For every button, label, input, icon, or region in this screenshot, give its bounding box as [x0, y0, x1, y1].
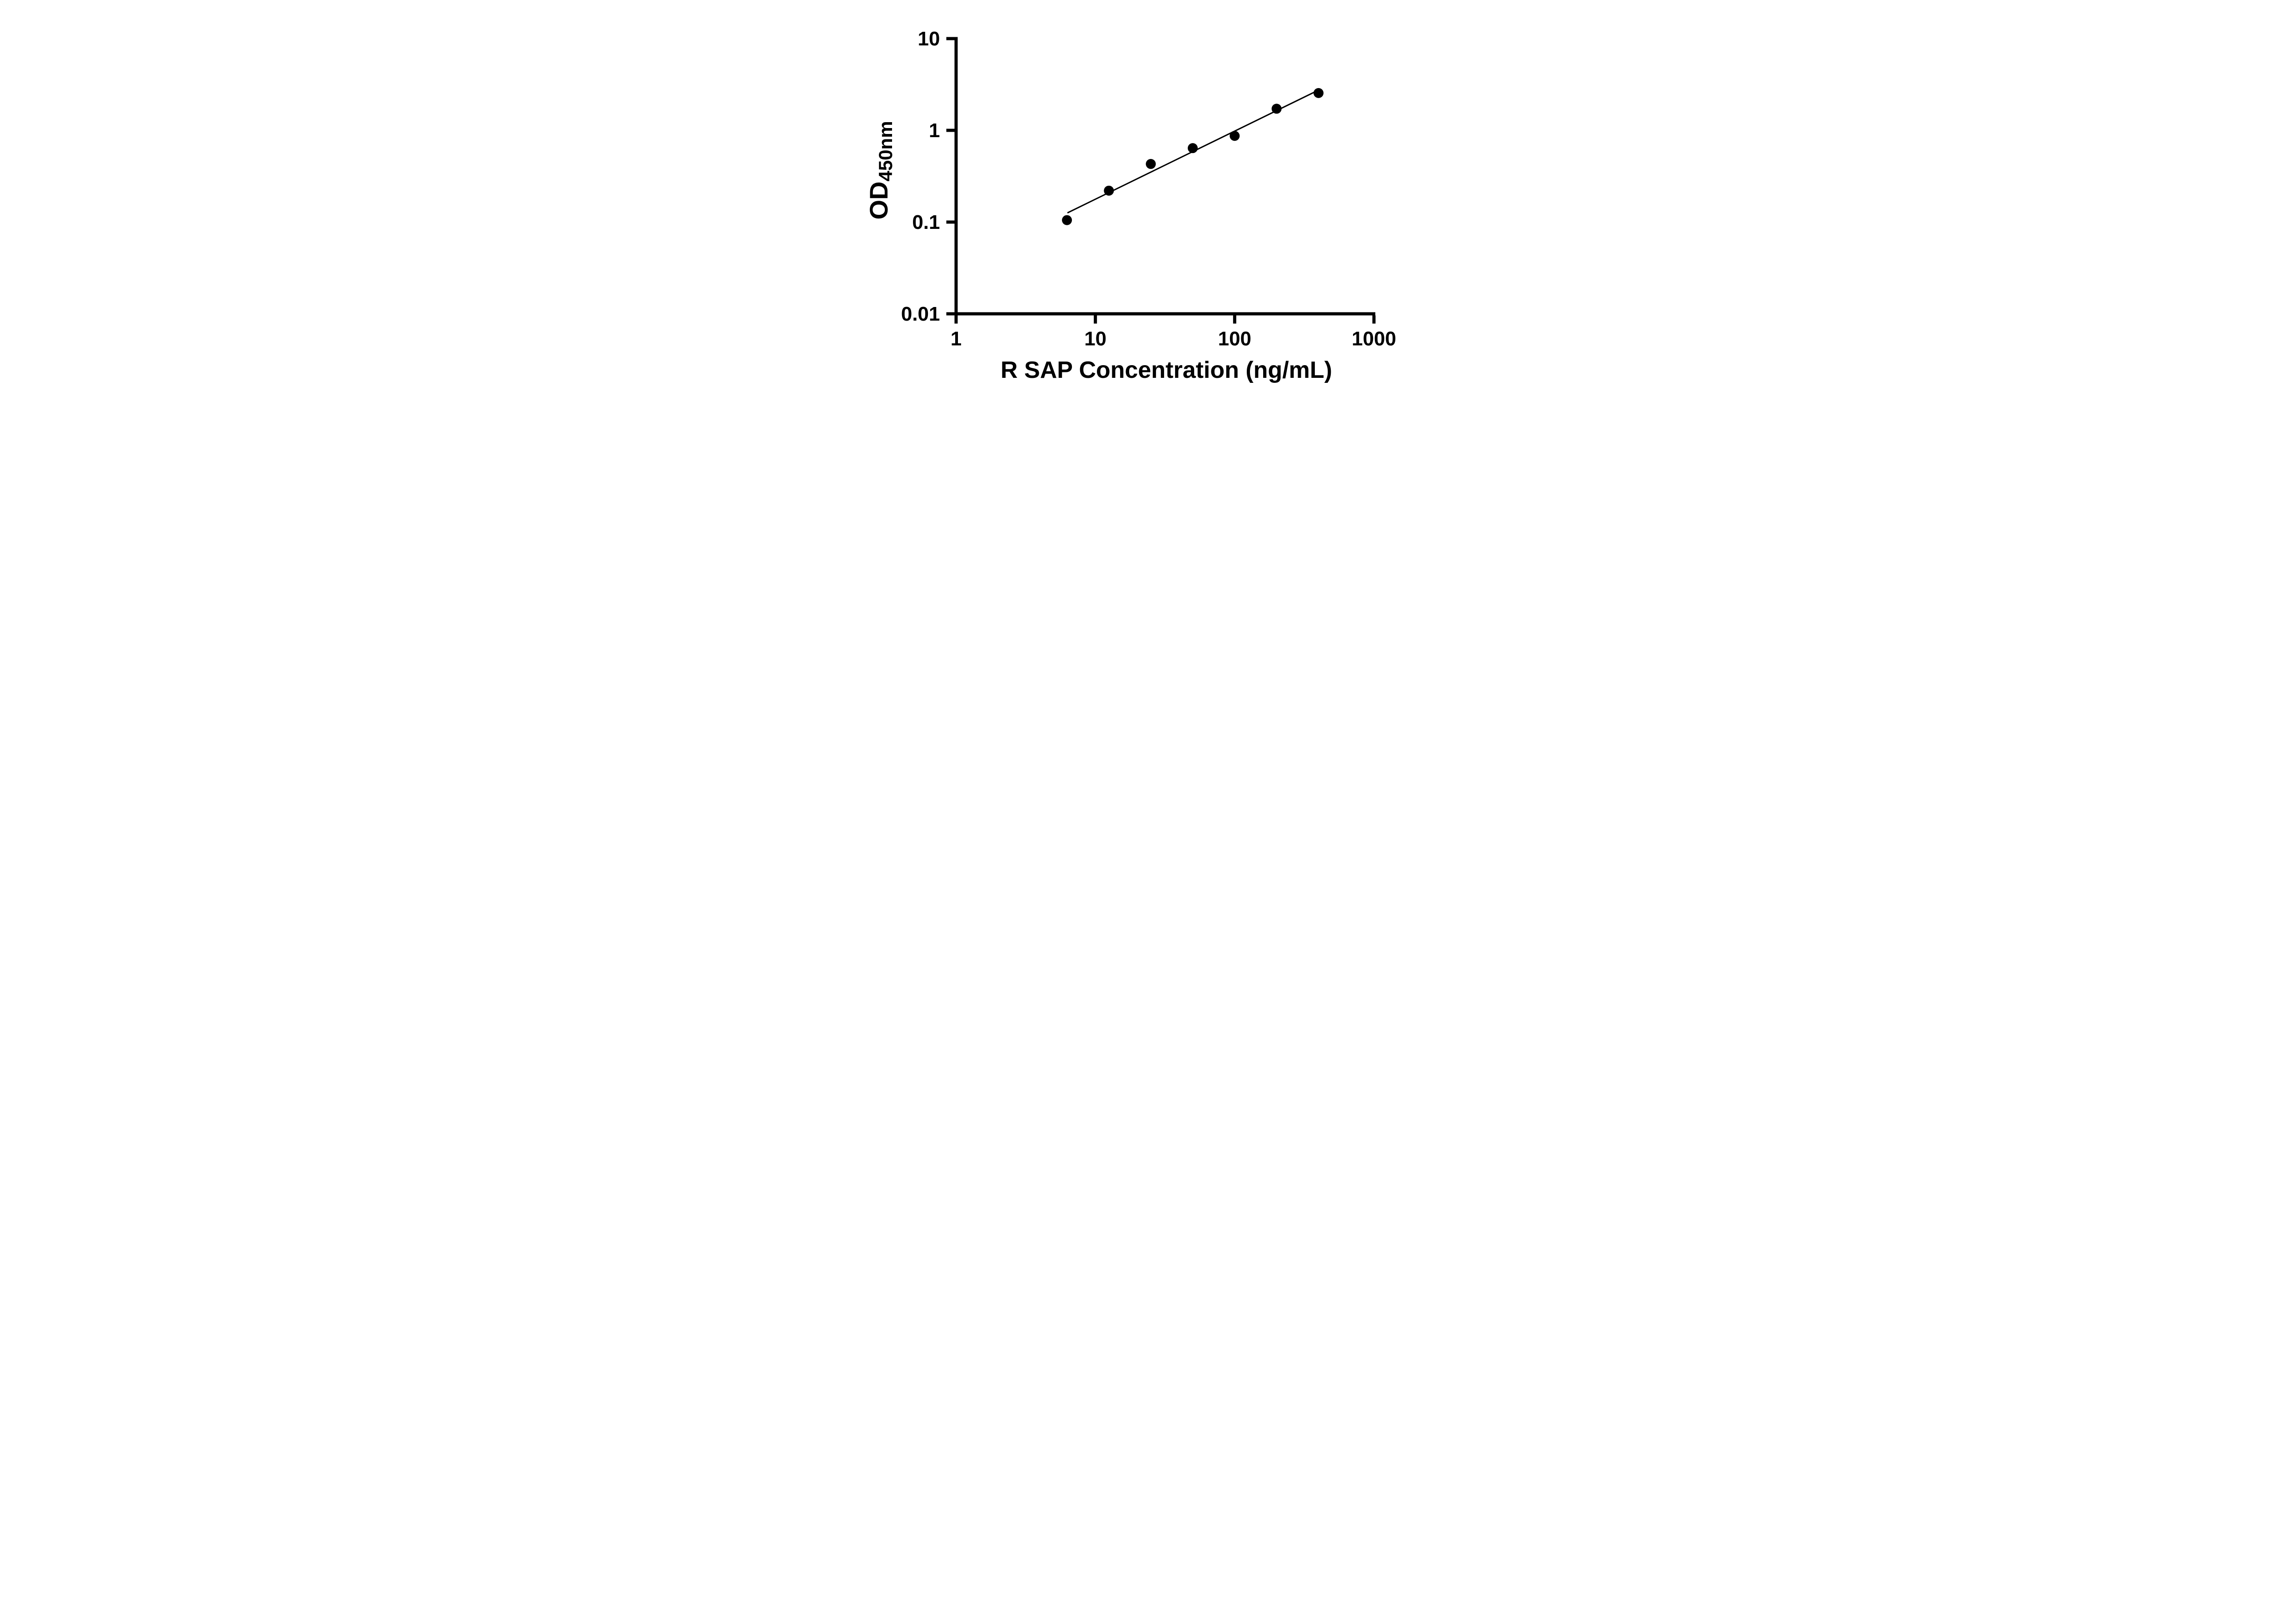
x-axis-ticks: 1 10 100 1000: [950, 315, 1396, 350]
data-point: [1061, 215, 1072, 225]
x-tick-label: 100: [1218, 328, 1251, 350]
data-point: [1103, 185, 1114, 196]
y-axis-ticks: 0.01 0.1 1 10: [901, 28, 954, 325]
chart-svg: 0.01 0.1 1 10 1 10 100 1000 R SAP Concentratio…: [864, 28, 1396, 383]
data-point: [1229, 131, 1240, 141]
x-tick-label: 1: [950, 328, 961, 350]
x-tick-label: 1000: [1352, 328, 1396, 350]
y-axis-title-main: OD: [864, 182, 893, 220]
x-axis-title: R SAP Concentration (ng/mL): [1001, 357, 1332, 383]
elisa-standard-curve-figure: 0.01 0.1 1 10 1 10 100 1000 R SAP Concentratio…: [843, 0, 1428, 406]
data-point: [1313, 88, 1324, 98]
data-point: [1187, 143, 1198, 153]
data-point: [1145, 159, 1156, 169]
data-points: [1061, 88, 1324, 225]
x-tick-label: 10: [1084, 328, 1106, 350]
y-tick-label: 0.1: [912, 211, 940, 233]
y-tick-label: 10: [917, 28, 940, 50]
y-tick-label: 1: [929, 119, 940, 142]
data-point: [1271, 104, 1282, 114]
y-axis-title: OD450nm: [864, 121, 896, 219]
y-axis-title-sub: 450nm: [875, 121, 896, 181]
y-tick-label: 0.01: [901, 303, 940, 325]
